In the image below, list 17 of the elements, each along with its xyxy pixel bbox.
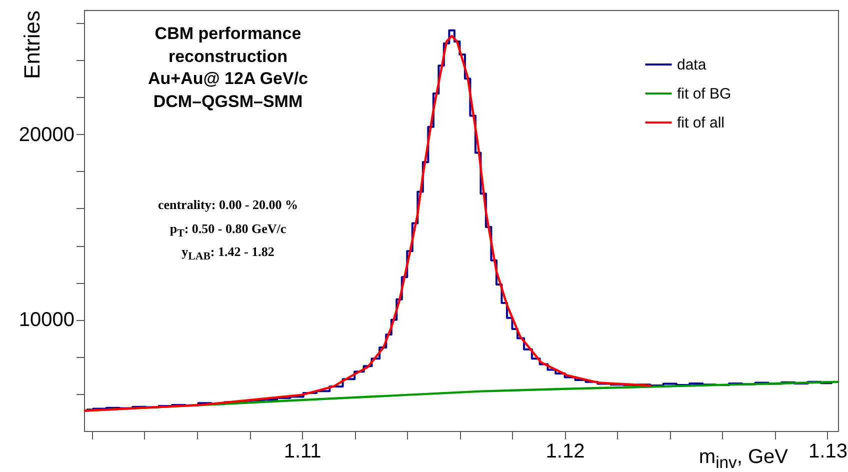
y-tick-label: 20000 — [18, 124, 74, 146]
x-tick-label: 1.11 — [284, 440, 322, 462]
x-axis-title: m$_{inv}$, GeV — [698, 446, 788, 472]
annotation: DCM–QGSM–SMM — [153, 92, 303, 112]
x-tick-label: 1.13 — [808, 440, 848, 462]
y-tick-label: 10000 — [18, 309, 74, 332]
y-axis-title: Entries — [20, 10, 44, 79]
annotation: centrality: 0.00 - 20.00 % — [158, 197, 298, 213]
legend-label: data — [677, 56, 707, 74]
annotation: y$_{LAB}$: 1.42 - 1.82 — [182, 244, 274, 263]
x-tick-label: 1.12 — [546, 440, 585, 462]
legend-label: fit of BG — [677, 86, 732, 102]
annotation: reconstruction — [168, 46, 288, 66]
legend-label: fit of all — [677, 114, 725, 132]
annotation: Au+Au@ 12A GeV/c — [148, 69, 308, 89]
annotation: p$_{T}$: 0.50 - 0.80 GeV/c — [170, 220, 286, 240]
text: CBM performance — [154, 24, 302, 44]
